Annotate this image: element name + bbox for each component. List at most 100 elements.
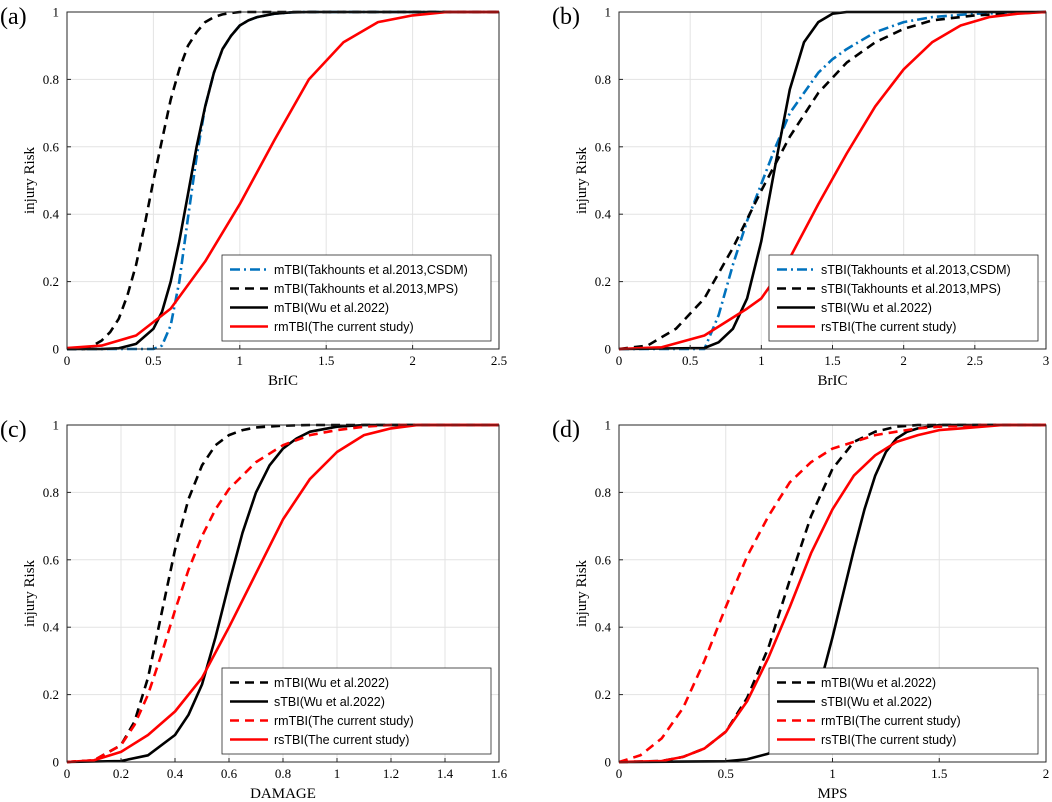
panel-c: 0 0.2 0.4 0.6 0.8 1 1.2 1.4 1.6 0 0.2 0.4 0.6 0.8 1 DAM… [0,417,508,802]
x-tick-label: 0 [616,353,623,368]
x-axis-title: DAMAGE [250,786,316,802]
series-line-1 [618,423,1046,764]
x-tick-label: 0 [616,766,623,781]
x-axis-title: MPS [817,786,847,802]
y-tick-label: 0.2 [595,687,611,702]
y-tick-label: 0.6 [43,552,60,567]
y-axis-title: injury Risk [22,146,38,214]
legend-entry: mTBI(Wu et al.2022) [274,676,389,690]
legend-entry: rmTBI(The current study) [821,714,961,728]
axes-box [66,11,500,350]
x-tick-label: 1 [829,766,836,781]
y-tick-label: 0 [605,755,612,770]
x-tick-label: 0.5 [682,353,698,368]
x-tick-label: 1.5 [931,766,947,781]
legend: mTBI(Wu et al.2022) sTBI(Wu et al.2022) rm… [768,667,1039,755]
x-tick-label: 0.8 [275,766,291,781]
y-tick-label: 1 [53,5,60,20]
x-tick-label: 1 [237,353,244,368]
x-tick-label: 1.2 [383,766,399,781]
legend-entry: mTBI(Takhounts et al.2013,MPS) [274,282,458,296]
legend-entry: rsTBI(The current study) [821,733,956,747]
legend-entry: mTBI(Wu et al.2022) [274,301,389,315]
y-tick-label: 0.4 [595,207,612,222]
x-tick-label: 2.5 [967,353,983,368]
y-tick-label: 0.8 [595,72,611,87]
x-tick-label: 1.4 [437,766,454,781]
x-tick-label: 1.5 [824,353,840,368]
y-axis-title: injury Risk [574,146,590,214]
panel-label: (d) [552,417,580,443]
y-tick-label: 0 [53,755,60,770]
legend-entry: sTBI(Takhounts et al.2013,MPS) [821,282,1001,296]
series-line-4 [66,423,499,764]
panel-label: (b) [552,4,580,30]
series-line-3 [67,10,499,351]
x-tick-label: 0.2 [113,766,129,781]
x-tick-label: 1 [334,766,341,781]
y-tick-label: 0.6 [595,139,612,154]
x-tick-label: 1.5 [318,353,334,368]
legend-entry: mTBI(Wu et al.2022) [821,676,936,690]
y-tick-label: 0.4 [43,207,60,222]
x-tick-label: 0 [64,353,71,368]
x-tick-label: 1 [758,353,765,368]
y-tick-label: 0.2 [43,687,59,702]
x-tick-label: 1.6 [491,766,508,781]
y-tick-label: 0.4 [595,620,612,635]
legend: sTBI(Takhounts et al.2013,CSDM) sTBI(Takh… [768,254,1039,342]
series-line-2 [618,10,1047,351]
panel-b: 0 0.5 1 1.5 2 2.5 3 0 0.2 0.4 0.6 0.8 1 BrIC injury Ri… [552,4,1049,389]
x-tick-label: 2 [409,353,416,368]
x-tick-label: 0.5 [718,766,734,781]
series-line-4 [618,10,1047,351]
legend-entry: rsTBI(The current study) [274,733,409,747]
x-axis-title: BrIC [268,373,298,389]
y-tick-label: 0.6 [595,552,612,567]
series-line-1 [66,423,499,764]
legend-entry: sTBI(Wu et al.2022) [274,695,385,709]
legend-entry: sTBI(Wu et al.2022) [821,695,932,709]
series-line-4 [66,10,499,350]
series-line-3 [618,10,1046,351]
x-tick-label: 2 [900,353,907,368]
legend: mTBI(Takhounts et al.2013,CSDM) mTBI(Takh… [221,254,492,342]
x-tick-label: 3 [1043,353,1050,368]
series-line-4 [618,423,1046,764]
x-tick-label: 0.4 [167,766,184,781]
x-tick-label: 2.5 [491,353,507,368]
y-tick-label: 0.8 [43,485,59,500]
y-tick-label: 0 [53,342,60,357]
series-line-2 [618,423,1046,764]
series-line-2 [67,10,499,351]
panel-d: 0 0.5 1 1.5 2 0 0.2 0.4 0.6 0.8 1 MPS injury Risk (d)… [552,417,1049,802]
x-tick-label: 2 [1043,766,1050,781]
x-tick-label: 0 [64,766,71,781]
x-axis-title: BrIC [818,373,848,389]
y-tick-label: 1 [605,5,612,20]
y-axis-title: injury Risk [574,559,590,627]
y-tick-label: 0.8 [43,72,59,87]
legend-entry: sTBI(Takhounts et al.2013,CSDM) [821,263,1011,277]
legend-entry: sTBI(Wu et al.2022) [821,301,932,315]
legend-entry: rsTBI(The current study) [821,320,956,334]
panel-label: (c) [0,417,27,443]
y-tick-label: 0.8 [595,485,611,500]
y-axis-title: injury Risk [22,559,38,627]
panel-a: 0 0.5 1 1.5 2 2.5 0 0.2 0.4 0.6 0.8 1 BrIC injury Ris… [0,4,507,389]
legend-entry: rmTBI(The current study) [274,320,414,334]
legend: mTBI(Wu et al.2022) sTBI(Wu et al.2022) rm… [221,667,492,755]
y-tick-label: 0.4 [43,620,60,635]
legend-entry: rmTBI(The current study) [274,714,414,728]
y-tick-label: 1 [605,418,612,433]
y-tick-label: 0.6 [43,139,60,154]
series-line-3 [618,423,1046,764]
x-tick-label: 0.6 [221,766,238,781]
panel-label: (a) [0,4,27,30]
series-line-2 [66,423,499,764]
x-tick-label: 0.5 [145,353,161,368]
series-line-3 [66,423,499,764]
y-tick-label: 0.2 [43,274,59,289]
legend-entry: mTBI(Takhounts et al.2013,CSDM) [274,263,468,277]
